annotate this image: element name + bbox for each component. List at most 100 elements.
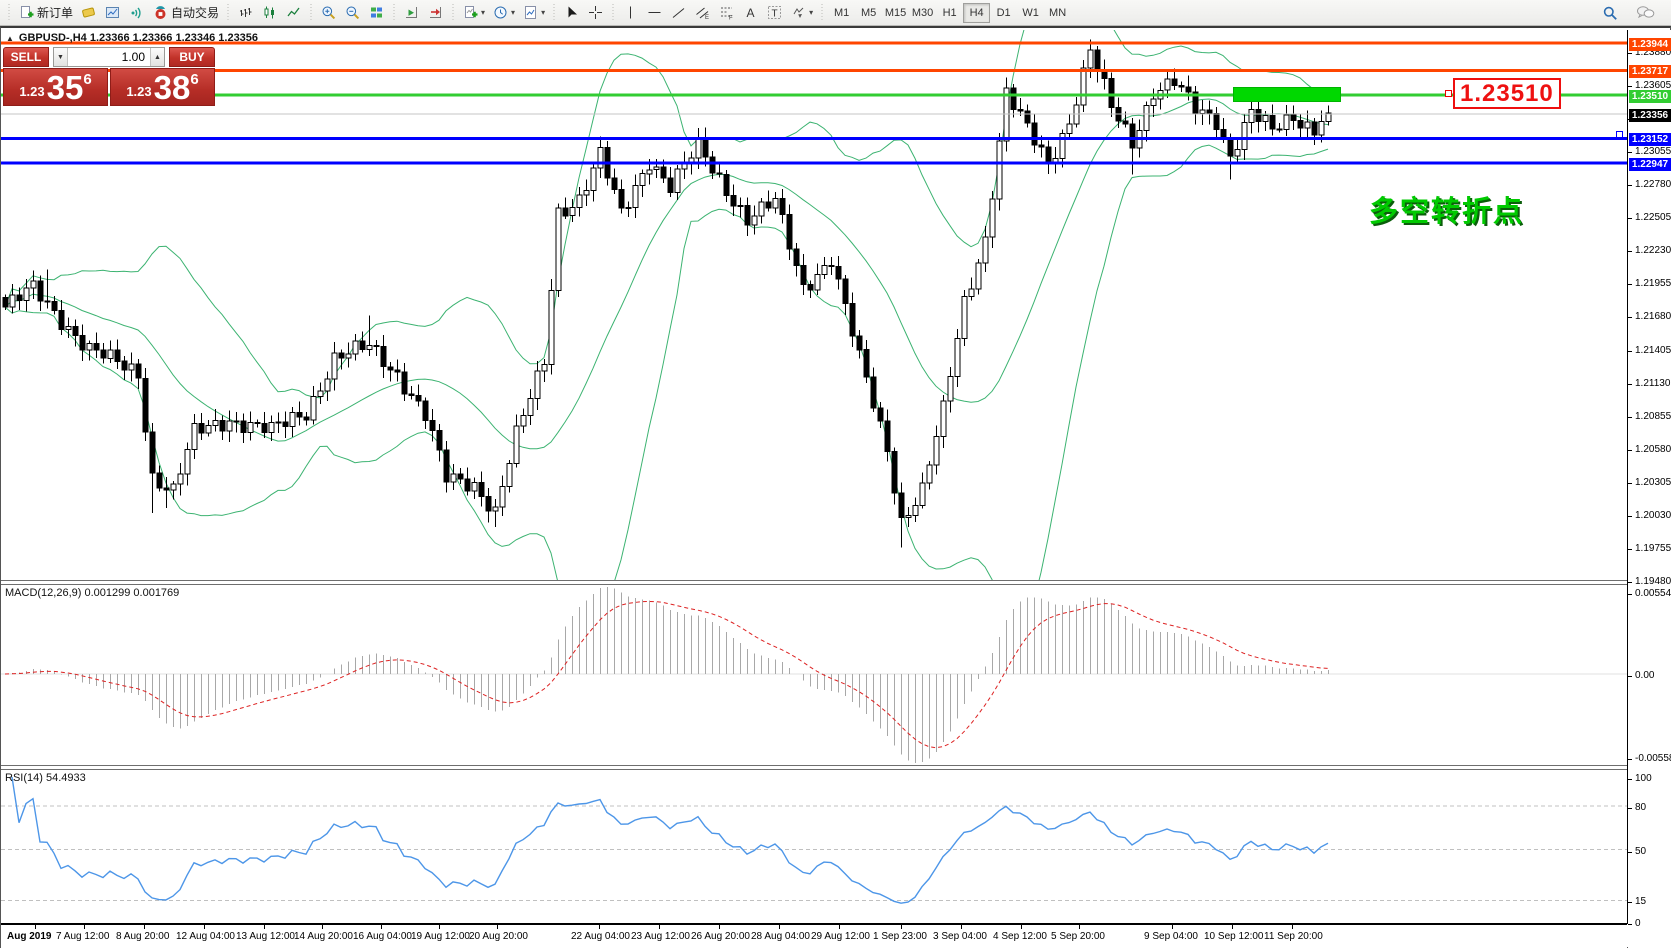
toolbar-separator <box>6 3 13 22</box>
vertical-line-button[interactable] <box>619 2 643 24</box>
chart-window-button[interactable] <box>101 2 125 24</box>
trendline-handle[interactable] <box>1445 90 1452 97</box>
timeframe-w1[interactable]: W1 <box>1022 6 1039 19</box>
horizontal-line-button[interactable] <box>643 2 667 24</box>
yellow-doc-icon <box>81 5 96 20</box>
candle-body <box>401 371 408 395</box>
candle-body <box>380 345 387 368</box>
market-watch-button[interactable] <box>77 2 101 24</box>
candle-body <box>835 266 842 280</box>
buy-price-button[interactable]: 1.23 38 6 <box>110 68 215 106</box>
time-axis[interactable]: Aug 2019 7 Aug 12:00 8 Aug 20:00 12 Aug 04:… <box>1 924 1627 948</box>
community-button[interactable] <box>1632 2 1659 24</box>
candle-body <box>1094 49 1101 72</box>
time-tick <box>901 925 902 929</box>
timeframe-m5[interactable]: M5 <box>860 6 877 19</box>
tile-windows-button[interactable] <box>365 2 389 24</box>
axis-tick <box>1628 383 1632 385</box>
candle-body <box>807 284 814 291</box>
candle-body <box>478 481 485 497</box>
trendline-button[interactable] <box>667 2 691 24</box>
autotrading-button[interactable]: 自动交易 <box>149 2 223 24</box>
candle-body <box>646 169 653 175</box>
price-callout-label[interactable]: 1.23510 <box>1453 78 1561 109</box>
candle-body <box>457 473 464 480</box>
timeframe-m30[interactable]: M30 <box>911 6 934 19</box>
candle-body <box>289 412 296 427</box>
candle-body <box>128 363 135 371</box>
candle-body <box>996 140 1003 200</box>
axis-tick-label: 1.23880 <box>1635 46 1671 58</box>
candle-body <box>562 207 569 217</box>
autotrade-icon <box>153 5 168 20</box>
price-chart-pane[interactable] <box>1 30 1627 580</box>
sell-button[interactable]: SELL <box>3 47 49 67</box>
svg-text:A: A <box>747 6 755 20</box>
crosshair-button[interactable] <box>584 2 608 24</box>
volume-value[interactable]: 1.00 <box>121 50 145 64</box>
trendline-handle[interactable] <box>1616 131 1623 138</box>
periods-button[interactable]: ▾ <box>489 2 519 24</box>
search-button[interactable] <box>1598 2 1622 24</box>
axis-tick <box>1628 851 1632 853</box>
candle-body <box>828 264 835 268</box>
line-chart-button[interactable] <box>282 2 306 24</box>
cursor-button[interactable] <box>560 2 584 24</box>
autoscroll-icon <box>404 5 419 20</box>
timeframe-d1[interactable]: D1 <box>996 6 1011 19</box>
fibonacci-button[interactable]: F <box>715 2 739 24</box>
time-label: 3 Sep 04:00 <box>933 931 987 942</box>
axis-tick-label: 100 <box>1635 773 1652 784</box>
new-order-button[interactable]: 新订单 <box>15 2 77 24</box>
templates-button[interactable]: ▾ <box>519 2 549 24</box>
annotation-text[interactable]: 多空转折点 <box>1369 196 1525 228</box>
timeframe-h4[interactable]: H4 <box>963 2 991 23</box>
indicators-button[interactable]: ▾ <box>459 2 489 24</box>
pane-splitter[interactable] <box>1 765 1671 770</box>
text-label-button[interactable]: T <box>763 2 787 24</box>
candle-body <box>751 215 758 226</box>
candle-body <box>1150 98 1157 107</box>
axis-tick <box>1628 449 1632 451</box>
timeframe-h1[interactable]: H1 <box>942 6 957 19</box>
timeframe-m15[interactable]: M15 <box>884 6 907 19</box>
time-label: 14 Aug 20:00 <box>294 931 353 942</box>
auto-scroll-button[interactable] <box>400 2 424 24</box>
volume-down-button[interactable]: ▼ <box>54 48 68 66</box>
arrows-button[interactable]: ▾ <box>787 2 817 24</box>
highlight-rectangle[interactable] <box>1233 87 1341 102</box>
candle-body <box>30 280 37 289</box>
toolbar-button-label: 自动交易 <box>171 6 220 20</box>
toolbar-separator <box>551 3 559 22</box>
zoom-out-button[interactable] <box>341 2 365 24</box>
text-button[interactable]: A <box>739 2 763 24</box>
time-label: 22 Aug 04:00 <box>571 931 630 942</box>
volume-up-button[interactable]: ▲ <box>150 48 164 66</box>
candle-body <box>1101 70 1108 79</box>
buy-button[interactable]: BUY <box>169 47 215 67</box>
timeframe-m1[interactable]: M1 <box>833 6 850 19</box>
axis-tick-label: 1.21680 <box>1635 311 1671 323</box>
sell-price-button[interactable]: 1.23 35 6 <box>3 68 108 106</box>
candle-body <box>149 431 156 474</box>
zoom-in-button[interactable] <box>317 2 341 24</box>
candlestick-chart-button[interactable] <box>258 2 282 24</box>
vline-icon <box>623 5 638 20</box>
channel-button[interactable]: E <box>691 2 715 24</box>
candle-body <box>107 349 114 359</box>
candle-body <box>863 349 870 378</box>
candle-body <box>1122 120 1129 125</box>
collapse-arrow-icon[interactable]: ▲ <box>6 33 14 43</box>
bar-chart-button[interactable] <box>234 2 258 24</box>
candle-body <box>660 166 667 179</box>
signals-button[interactable] <box>125 2 149 24</box>
rsi-pane[interactable] <box>1 770 1627 924</box>
candle-body <box>674 168 681 193</box>
macd-pane[interactable] <box>1 585 1627 765</box>
chart-shift-button[interactable] <box>424 2 448 24</box>
pane-splitter[interactable] <box>1 580 1671 585</box>
timeframe-mn[interactable]: MN <box>1049 6 1067 19</box>
time-tick <box>839 925 840 929</box>
candle-body <box>93 343 100 351</box>
price-axis[interactable]: 1.238801.236051.233301.230551.227801.225… <box>1628 30 1671 950</box>
